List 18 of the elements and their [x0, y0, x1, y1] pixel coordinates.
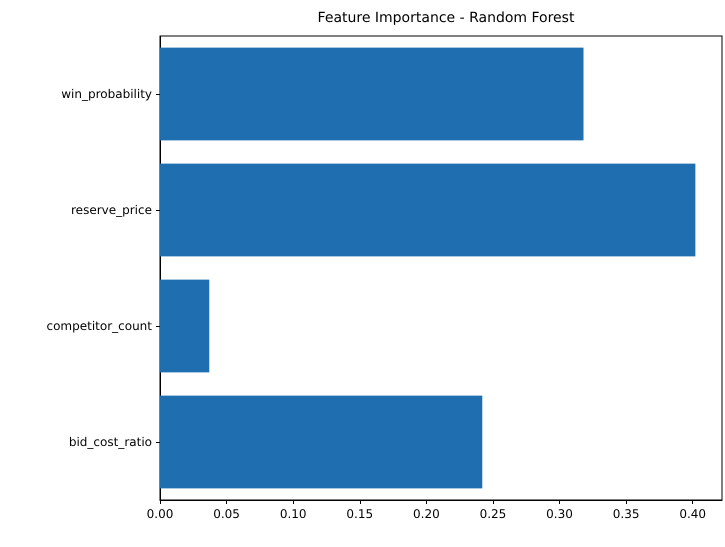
x-tick-label: 0.30	[546, 507, 573, 521]
x-tick-label: 0.20	[412, 507, 440, 521]
bar	[160, 164, 696, 256]
y-tick-label: win_probability	[61, 87, 152, 101]
y-tick-label: bid_cost_ratio	[68, 435, 152, 449]
x-tick-label: 0.25	[480, 507, 506, 521]
x-tick-label: 0.10	[280, 507, 307, 521]
y-tick-label: reserve_price	[71, 203, 152, 217]
chart-title: Feature Importance - Random Forest	[318, 10, 575, 26]
x-tick-label: 0.40	[679, 507, 706, 521]
x-tick-label: 0.35	[612, 507, 640, 521]
bar	[160, 396, 482, 488]
x-tick-label: 0.00	[146, 507, 174, 521]
bar	[160, 280, 210, 372]
y-tick-label: competitor_count	[46, 319, 152, 333]
bar	[160, 48, 584, 140]
x-tick-label: 0.15	[346, 507, 374, 521]
x-tick-label: 0.05	[213, 507, 240, 521]
